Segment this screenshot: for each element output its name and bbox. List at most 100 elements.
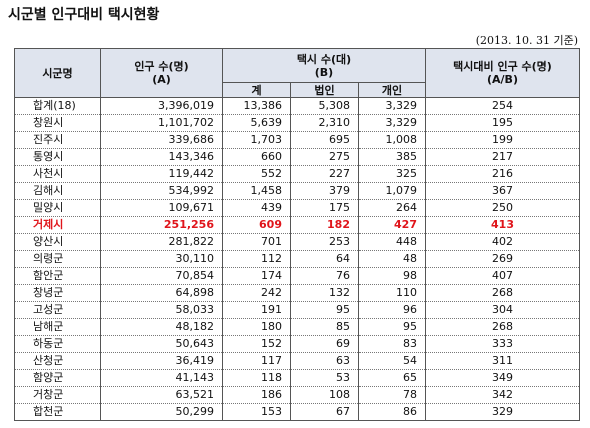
title: 시군별 인구대비 택시현황 [8, 7, 160, 23]
region-cell: 양산시 [14, 233, 101, 251]
value-cell: 174 [222, 267, 291, 285]
value-cell: 281,822 [100, 233, 223, 251]
value-cell: 250 [425, 199, 580, 217]
value-cell: 36,419 [100, 352, 223, 370]
value-cell: 342 [425, 386, 580, 404]
value-cell: 660 [222, 148, 291, 166]
value-cell: 143,346 [100, 148, 223, 166]
value-cell: 95 [290, 301, 359, 319]
value-cell: 367 [425, 182, 580, 200]
value-cell: 304 [425, 301, 580, 319]
region-cell: 함안군 [14, 267, 101, 285]
value-cell: 50,643 [100, 335, 223, 353]
value-cell: 448 [358, 233, 426, 251]
header-cell: 택시대비 인구 수(명) (A/B) [425, 48, 580, 98]
region-cell: 김해시 [14, 182, 101, 200]
taxi-table: 시군명 인구 수(명) (A) 택시 수(대) (B) 택시대비 인구 수(명) (A… [14, 48, 580, 421]
table-row: 창원시 1,101,702 5,639 2,310 3,329 195 [14, 114, 580, 132]
header-text: (A) [152, 73, 171, 86]
value-cell: 195 [425, 114, 580, 132]
region-cell: 고성군 [14, 301, 101, 319]
value-cell: 132 [290, 284, 359, 302]
value-cell: 3,329 [358, 97, 426, 115]
value-cell: 180 [222, 318, 291, 336]
region-cell: 창녕군 [14, 284, 101, 302]
value-cell: 112 [222, 250, 291, 268]
table-row: 거제시 251,256 609 182 427 413 [14, 216, 580, 234]
value-cell: 199 [425, 131, 580, 149]
table-row: 사천시 119,442 552 227 325 216 [14, 165, 580, 183]
value-cell: 152 [222, 335, 291, 353]
region-cell: 통영시 [14, 148, 101, 166]
value-cell: 1,079 [358, 182, 426, 200]
value-cell: 534,992 [100, 182, 223, 200]
value-cell: 407 [425, 267, 580, 285]
header-text: 택시 수(대) [296, 52, 352, 66]
value-cell: 339,686 [100, 131, 223, 149]
value-cell: 1,101,702 [100, 114, 223, 132]
value-cell: 83 [358, 335, 426, 353]
value-cell: 63 [290, 352, 359, 370]
value-cell: 13,386 [222, 97, 291, 115]
region-cell: 거제시 [14, 216, 101, 234]
table-row: 의령군 30,110 112 64 48 269 [14, 250, 580, 268]
header-text: 택시대비 인구 수(명) [453, 60, 552, 73]
value-cell: 95 [358, 318, 426, 336]
value-cell: 251,256 [100, 216, 223, 234]
region-cell: 의령군 [14, 250, 101, 268]
value-cell: 609 [222, 216, 291, 234]
value-cell: 349 [425, 369, 580, 387]
value-cell: 186 [222, 386, 291, 404]
table-row: 밀양시 109,671 439 175 264 250 [14, 199, 580, 217]
value-cell: 413 [425, 216, 580, 234]
value-cell: 76 [290, 267, 359, 285]
table-row: 산청군 36,419 117 63 54 311 [14, 352, 580, 370]
value-cell: 48 [358, 250, 426, 268]
region-cell: 창원시 [14, 114, 101, 132]
value-cell: 427 [358, 216, 426, 234]
value-cell: 3,329 [358, 114, 426, 132]
table-row: 고성군 58,033 191 95 96 304 [14, 301, 580, 319]
value-cell: 65 [358, 369, 426, 387]
value-cell: 85 [290, 318, 359, 336]
value-cell: 63,521 [100, 386, 223, 404]
value-cell: 329 [425, 403, 580, 421]
table-row: 합천군 50,299 153 67 86 329 [14, 403, 580, 421]
value-cell: 64 [290, 250, 359, 268]
value-cell: 30,110 [100, 250, 223, 268]
value-cell: 1,008 [358, 131, 426, 149]
value-cell: 182 [290, 216, 359, 234]
region-cell: 밀양시 [14, 199, 101, 217]
value-cell: 325 [358, 165, 426, 183]
region-cell: 함양군 [14, 369, 101, 387]
region-cell: 사천시 [14, 165, 101, 183]
header-text: 인구 수(명) [134, 60, 189, 73]
value-cell: 110 [358, 284, 426, 302]
region-cell: 진주시 [14, 131, 101, 149]
value-cell: 695 [290, 131, 359, 149]
value-cell: 108 [290, 386, 359, 404]
header-cell: 택시 수(대) (B) [222, 48, 426, 83]
table-row: 함안군 70,854 174 76 98 407 [14, 267, 580, 285]
table-header: 시군명 인구 수(명) (A) 택시 수(대) (B) 택시대비 인구 수(명) (A… [14, 48, 580, 98]
header-cell: 인구 수(명) (A) [100, 48, 223, 98]
value-cell: 69 [290, 335, 359, 353]
value-cell: 5,308 [290, 97, 359, 115]
value-cell: 2,310 [290, 114, 359, 132]
value-cell: 58,033 [100, 301, 223, 319]
table-row: 하동군 50,643 152 69 83 333 [14, 335, 580, 353]
value-cell: 227 [290, 165, 359, 183]
region-cell: 하동군 [14, 335, 101, 353]
value-cell: 119,442 [100, 165, 223, 183]
value-cell: 254 [425, 97, 580, 115]
header-cell: 법인 [290, 82, 359, 98]
value-cell: 701 [222, 233, 291, 251]
value-cell: 175 [290, 199, 359, 217]
region-cell: 거창군 [14, 386, 101, 404]
value-cell: 96 [358, 301, 426, 319]
value-cell: 242 [222, 284, 291, 302]
value-cell: 402 [425, 233, 580, 251]
value-cell: 268 [425, 318, 580, 336]
value-cell: 118 [222, 369, 291, 387]
